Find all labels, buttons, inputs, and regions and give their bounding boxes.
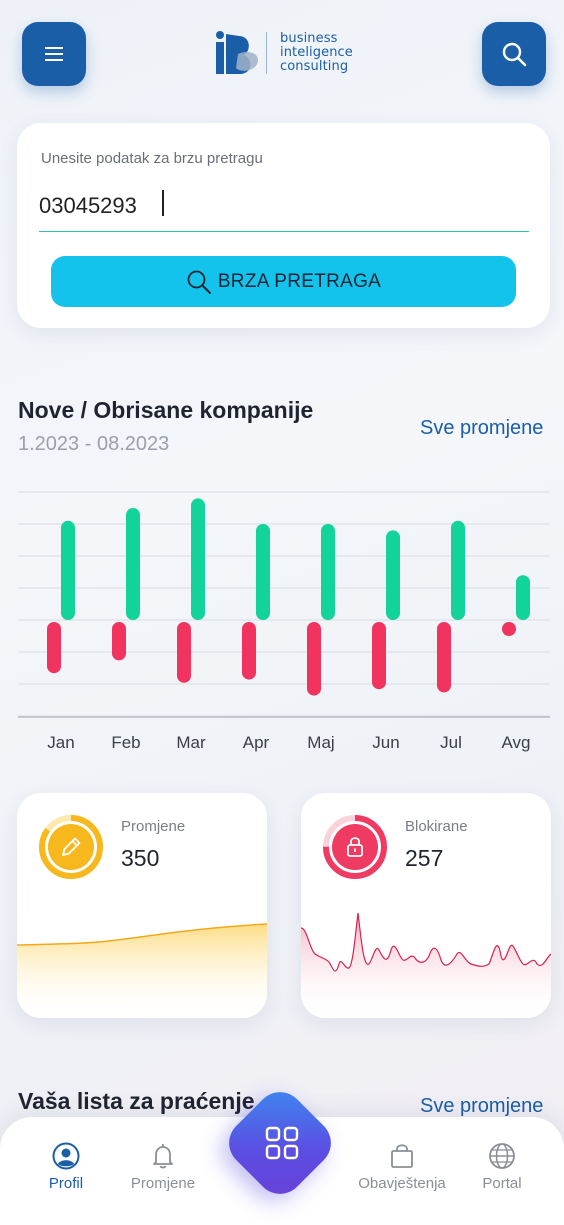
chart-subtitle: 1.2023 - 08.2023 (18, 433, 170, 455)
hamburger-icon (45, 47, 63, 61)
search-input[interactable] (39, 180, 529, 232)
bar-new-avg (516, 575, 530, 620)
bar-deleted-maj (307, 622, 321, 696)
watchlist-all-changes-link[interactable]: Sve promjene (420, 1095, 544, 1117)
search-button[interactable] (482, 22, 546, 86)
search-label: Unesite podatak za brzu pretragu (41, 150, 263, 167)
bar-deleted-apr (242, 622, 256, 680)
bar-deleted-jun (372, 622, 386, 690)
changes-ring (39, 815, 103, 879)
bar-deleted-jan (47, 622, 61, 674)
nav-promjene[interactable]: Promjene (124, 1141, 202, 1192)
quick-search-card: Unesite podatak za brzu pretragu BRZA PR… (17, 123, 550, 328)
nav-portal[interactable]: Portal (476, 1141, 528, 1192)
bell-icon (153, 1144, 173, 1169)
nav-promjene-label: Promjene (130, 1175, 196, 1192)
quick-search-button[interactable]: BRZA PRETRAGA (51, 256, 516, 307)
blocked-label: Blokirane (405, 818, 468, 835)
companies-chart: Jan Feb Mar Apr Maj Jun Jul Avg (18, 491, 550, 752)
search-icon (502, 42, 527, 67)
x-tick-label: Mar (176, 733, 206, 752)
changes-stat-card[interactable]: Promjene 350 (17, 793, 267, 1018)
text-caret (162, 190, 164, 216)
blocked-value: 257 (405, 845, 444, 871)
shopping-bag-icon (391, 1144, 413, 1168)
bar-deleted-mar (177, 622, 191, 683)
x-tick-label: Avg (502, 733, 531, 752)
bar-new-jun (386, 530, 400, 620)
nav-portal-label: Portal (482, 1175, 522, 1192)
company-logo: business inteligence consulting (212, 30, 362, 78)
blocked-stat-card[interactable]: Blokirane 257 (301, 793, 551, 1018)
bar-deleted-avg (502, 622, 516, 636)
bar-new-jul (451, 520, 465, 620)
x-tick-label: Apr (243, 733, 270, 752)
bar-deleted-jul (437, 622, 451, 693)
search-icon (187, 270, 211, 294)
blocked-sparkline (301, 912, 551, 1018)
bar-new-apr (256, 524, 270, 620)
chart-title: Nove / Obrisane kompanije (18, 397, 314, 423)
user-circle-icon (52, 1142, 80, 1170)
x-tick-label: Jul (440, 733, 462, 752)
bar-new-mar (191, 498, 205, 620)
logo-line-1: business (280, 31, 338, 46)
x-tick-label: Jun (372, 733, 399, 752)
globe-icon (489, 1143, 515, 1169)
grid-icon (265, 1126, 299, 1160)
changes-sparkline (17, 923, 267, 1018)
logo-line-2: inteligence (280, 45, 353, 60)
app-header: business inteligence consulting (0, 0, 564, 110)
nav-obavjestenja-label: Obavještenja (358, 1175, 446, 1192)
blocked-ring (323, 815, 387, 879)
watchlist-title: Vaša lista za praćenje (18, 1088, 255, 1114)
x-tick-label: Feb (111, 733, 140, 752)
nav-profil-label: Profil (48, 1175, 84, 1192)
pencil-icon (62, 837, 81, 856)
nav-profil[interactable]: Profil (40, 1141, 92, 1192)
logo-line-3: consulting (280, 59, 349, 74)
menu-button[interactable] (22, 22, 86, 86)
all-changes-link[interactable]: Sve promjene (420, 417, 544, 439)
lock-icon (347, 837, 363, 857)
quick-search-label: BRZA PRETRAGA (217, 270, 382, 292)
bar-new-maj (321, 524, 335, 620)
x-tick-label: Maj (307, 733, 334, 752)
changes-label: Promjene (121, 818, 186, 835)
bar-new-feb (126, 508, 140, 620)
bar-deleted-feb (112, 622, 126, 661)
changes-value: 350 (121, 845, 160, 871)
x-tick-label: Jan (47, 733, 74, 752)
bar-new-jan (61, 520, 75, 620)
nav-obavjestenja[interactable]: Obavještenja (354, 1141, 450, 1192)
